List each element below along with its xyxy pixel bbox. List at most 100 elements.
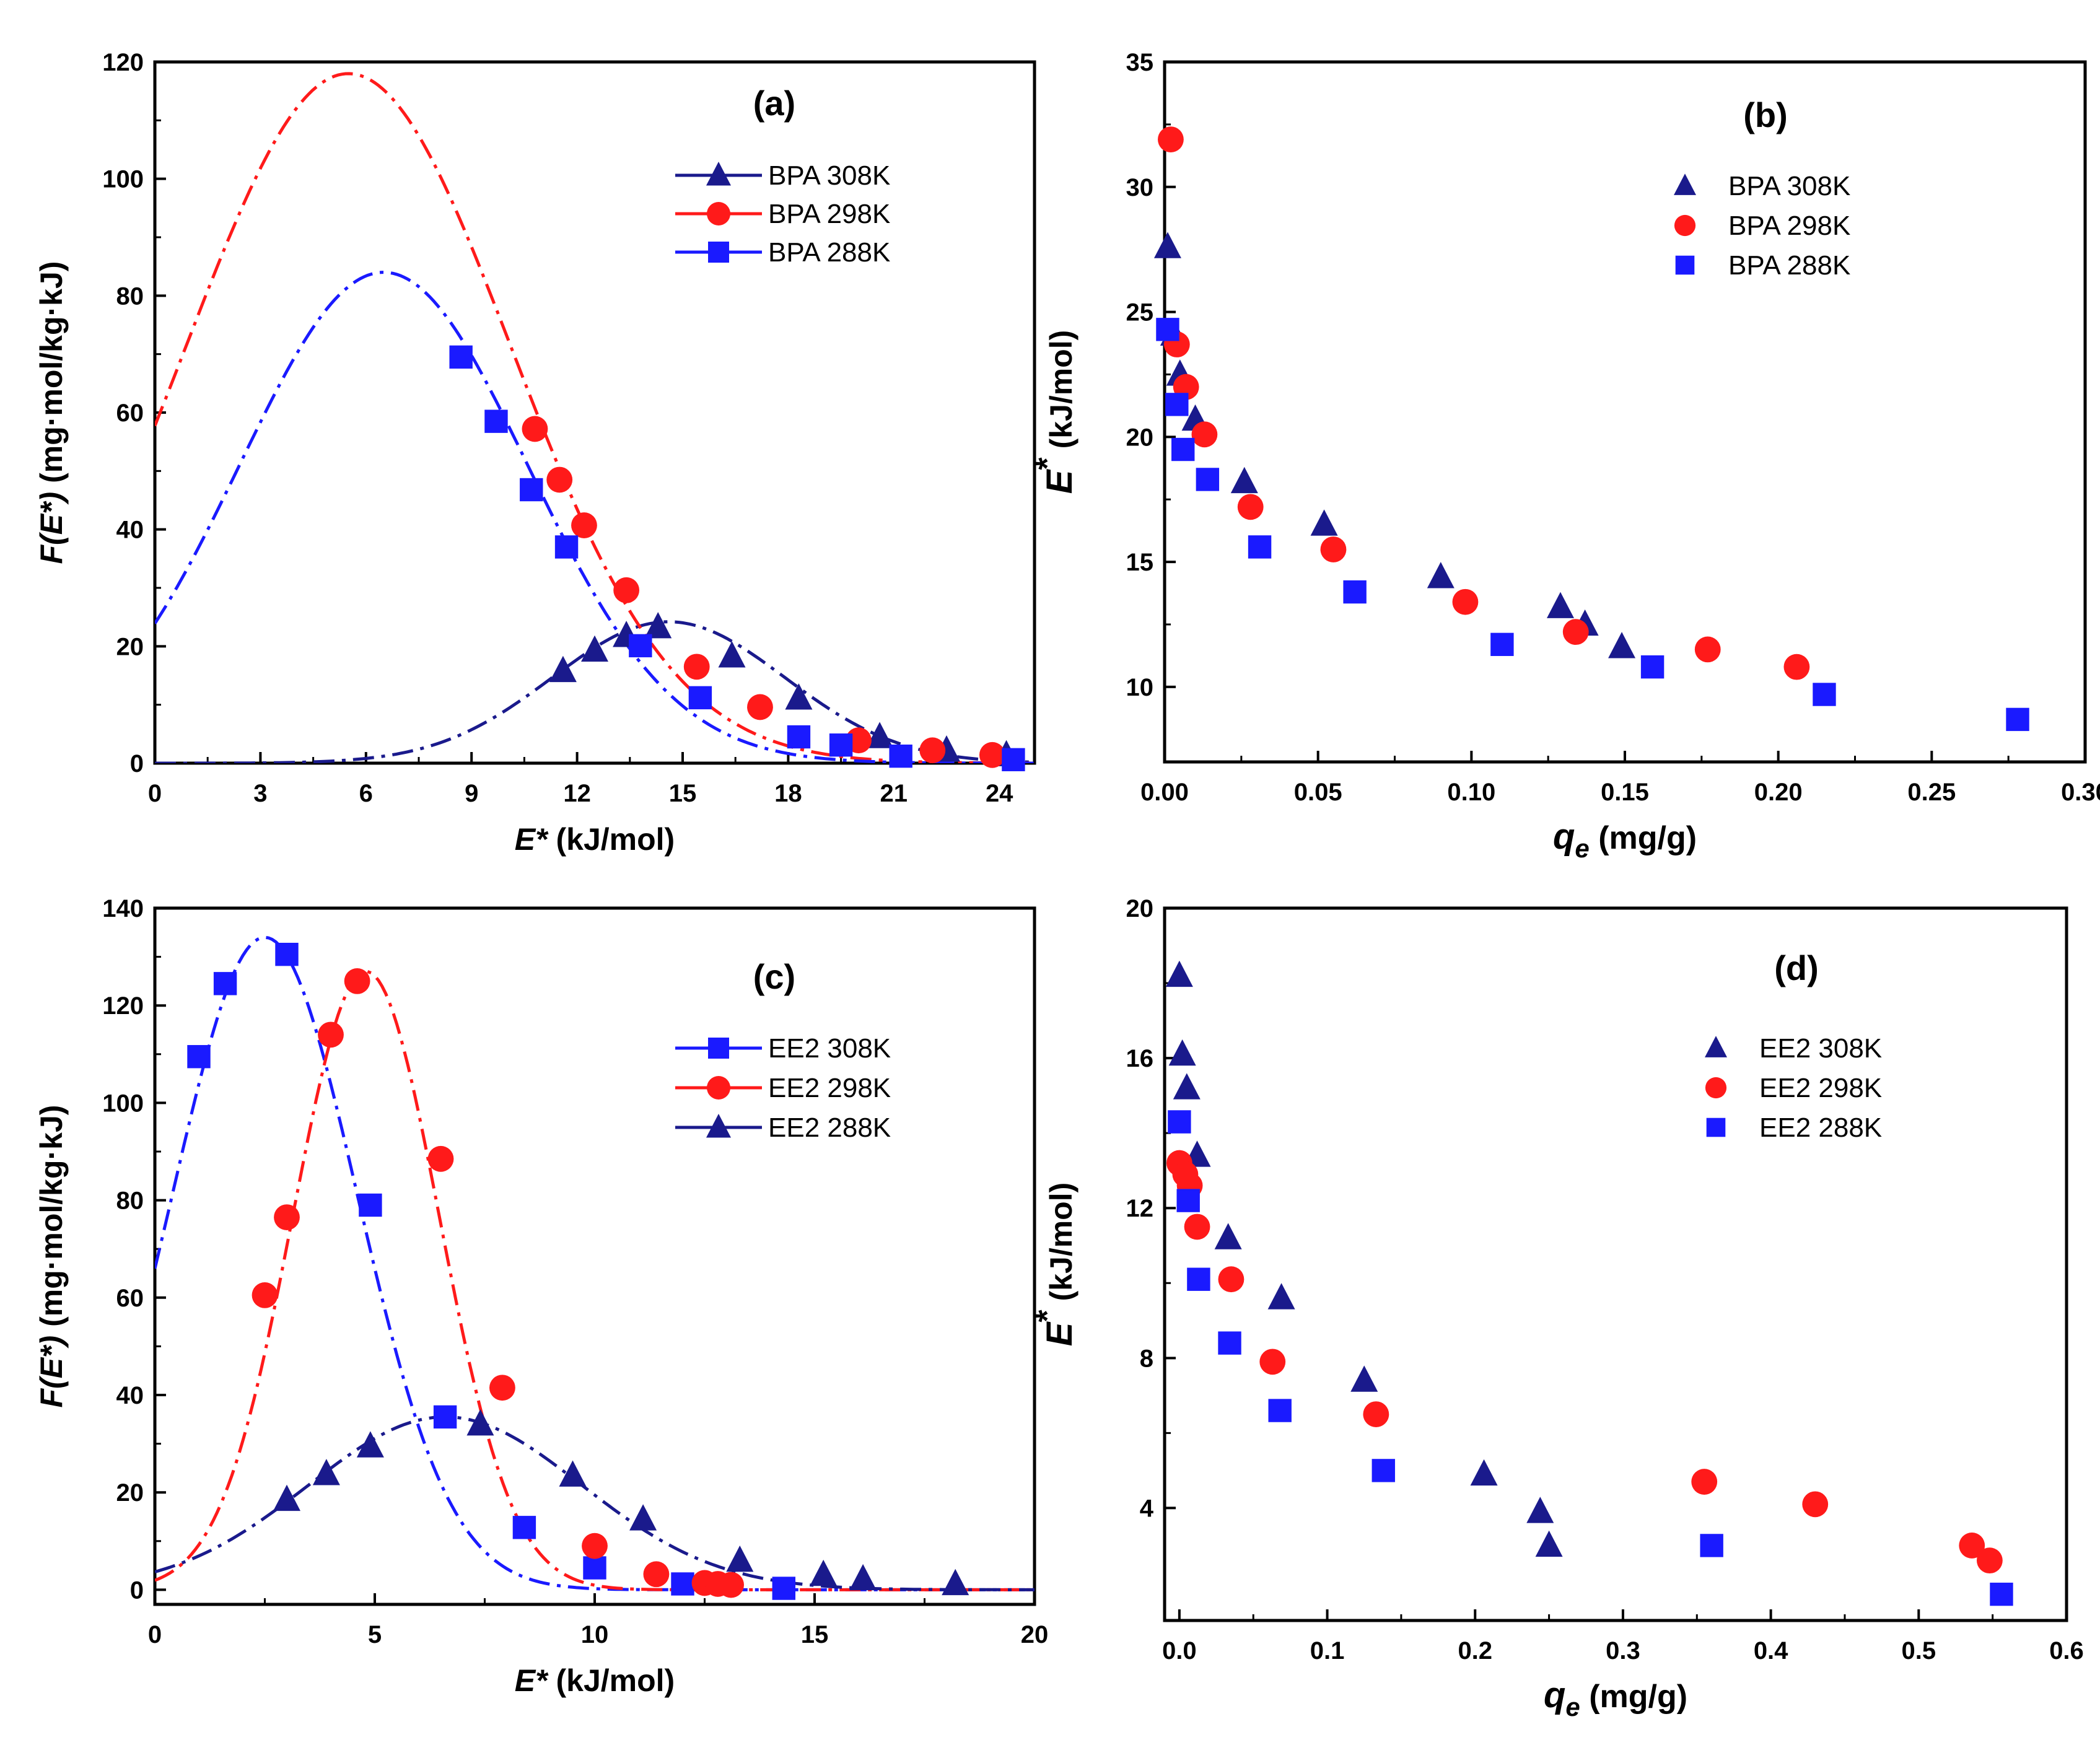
chart-panel-b: 0.00 0.05 0.10 0.15 0.20 0.25 0.30 10 15 20 25 30 35…	[1030, 49, 2100, 863]
x-axis-label: qe (mg/g)	[1553, 816, 1697, 863]
legend-label: BPA 288K	[768, 237, 890, 268]
data-point	[718, 641, 746, 668]
data-point	[979, 741, 1005, 768]
panel-label: (d)	[1774, 948, 1819, 987]
data-point	[1248, 535, 1272, 559]
x-tick-label: 0.00	[1140, 779, 1189, 806]
data-point	[522, 416, 548, 442]
x-tick-label: 21	[880, 780, 908, 807]
data-point	[433, 1405, 457, 1429]
legend-label: EE2 308K	[1759, 1033, 1882, 1064]
data-point	[1490, 632, 1514, 657]
data-point	[1218, 1331, 1241, 1355]
data-point	[1214, 1223, 1242, 1249]
x-tick-label: 0.5	[1902, 1637, 1936, 1664]
data-point	[1320, 536, 1347, 562]
data-point	[785, 683, 813, 710]
data-point	[866, 722, 894, 748]
data-point	[1526, 1497, 1554, 1523]
x-tick-label: 0.10	[1447, 779, 1495, 806]
data-point	[1171, 437, 1195, 461]
x-tick-label: 15	[669, 780, 697, 807]
data-point	[1783, 654, 1810, 680]
legend-label: EE2 308K	[768, 1033, 891, 1064]
data-point	[1535, 1530, 1563, 1557]
data-point	[718, 1572, 744, 1598]
data-point	[942, 1568, 969, 1596]
data-point	[919, 737, 946, 764]
data-point	[849, 1564, 877, 1591]
legend-label: EE2 298K	[768, 1073, 891, 1103]
data-point	[559, 1460, 587, 1487]
data-point	[629, 634, 652, 658]
data-point	[889, 744, 912, 768]
data-point	[1173, 1073, 1201, 1100]
data-point	[1176, 1189, 1200, 1212]
x-tick-label: 6	[359, 780, 373, 807]
data-point	[613, 577, 640, 603]
x-tick-label: 0.05	[1294, 779, 1342, 806]
data-point	[187, 1045, 211, 1069]
x-tick-label: 9	[465, 780, 478, 807]
series-line	[155, 271, 1035, 763]
y-tick-label: 15	[1126, 549, 1154, 576]
legend-label: BPA 308K	[1728, 171, 1850, 201]
data-point	[1218, 1266, 1245, 1293]
data-point	[1959, 1533, 1985, 1559]
y-tick-label: 35	[1126, 49, 1154, 76]
y-tick-label: 60	[116, 1285, 144, 1312]
data-point	[1802, 1491, 1829, 1518]
legend-label: BPA 288K	[1728, 250, 1850, 281]
x-tick-label: 0.1	[1310, 1637, 1345, 1664]
data-point	[1363, 1401, 1389, 1428]
data-point	[1470, 1459, 1498, 1486]
x-tick-label: 10	[581, 1621, 609, 1648]
data-point	[344, 968, 370, 994]
y-axis-label: F(E*) (mg·mol/kg·kJ)	[34, 1105, 69, 1408]
x-tick-label: 12	[563, 780, 591, 807]
y-tick-label: 80	[116, 1187, 144, 1215]
data-point	[1168, 1039, 1196, 1066]
y-tick-label: 0	[130, 750, 144, 777]
data-point	[1002, 748, 1025, 772]
x-axis-label: E* (kJ/mol)	[515, 1663, 675, 1698]
y-tick-label: 12	[1126, 1195, 1154, 1222]
y-tick-label: 60	[116, 400, 144, 427]
y-tick-label: 120	[102, 49, 144, 76]
x-tick-label: 0.0	[1162, 1637, 1197, 1664]
legend-marker	[1675, 255, 1695, 275]
y-axis-label: E* (kJ/mol)	[1030, 1183, 1080, 1347]
x-tick-label: 0	[148, 1621, 162, 1648]
x-tick-label: 0.15	[1601, 779, 1649, 806]
data-point	[1187, 1267, 1210, 1291]
data-point	[1452, 588, 1479, 615]
x-tick-label: 20	[1021, 1621, 1049, 1648]
x-axis-label: E* (kJ/mol)	[515, 822, 675, 857]
panel-label: (a)	[753, 84, 795, 123]
legend-label: BPA 298K	[1728, 211, 1850, 241]
y-tick-label: 40	[116, 517, 144, 544]
data-point	[449, 345, 473, 369]
legend-marker	[1706, 1117, 1726, 1137]
data-point	[810, 1559, 838, 1586]
data-point	[571, 512, 597, 538]
legend-marker	[708, 242, 729, 263]
data-point	[1153, 232, 1181, 258]
y-tick-label: 140	[102, 895, 144, 922]
data-point	[1165, 393, 1189, 416]
data-point	[1184, 1214, 1210, 1240]
series-line	[155, 969, 1035, 1591]
data-point	[1196, 468, 1220, 491]
data-point	[1813, 683, 1836, 706]
legend-marker	[1705, 1077, 1727, 1099]
plot-frame	[1163, 906, 2068, 1622]
y-tick-label: 4	[1140, 1495, 1154, 1522]
data-point	[2006, 707, 2029, 732]
y-tick-label: 120	[102, 992, 144, 1020]
data-point	[1694, 636, 1721, 663]
panel-label: (c)	[753, 957, 795, 996]
data-point	[546, 466, 573, 493]
data-point	[1976, 1547, 2003, 1574]
data-point	[1608, 632, 1636, 658]
y-tick-label: 20	[116, 1479, 144, 1507]
